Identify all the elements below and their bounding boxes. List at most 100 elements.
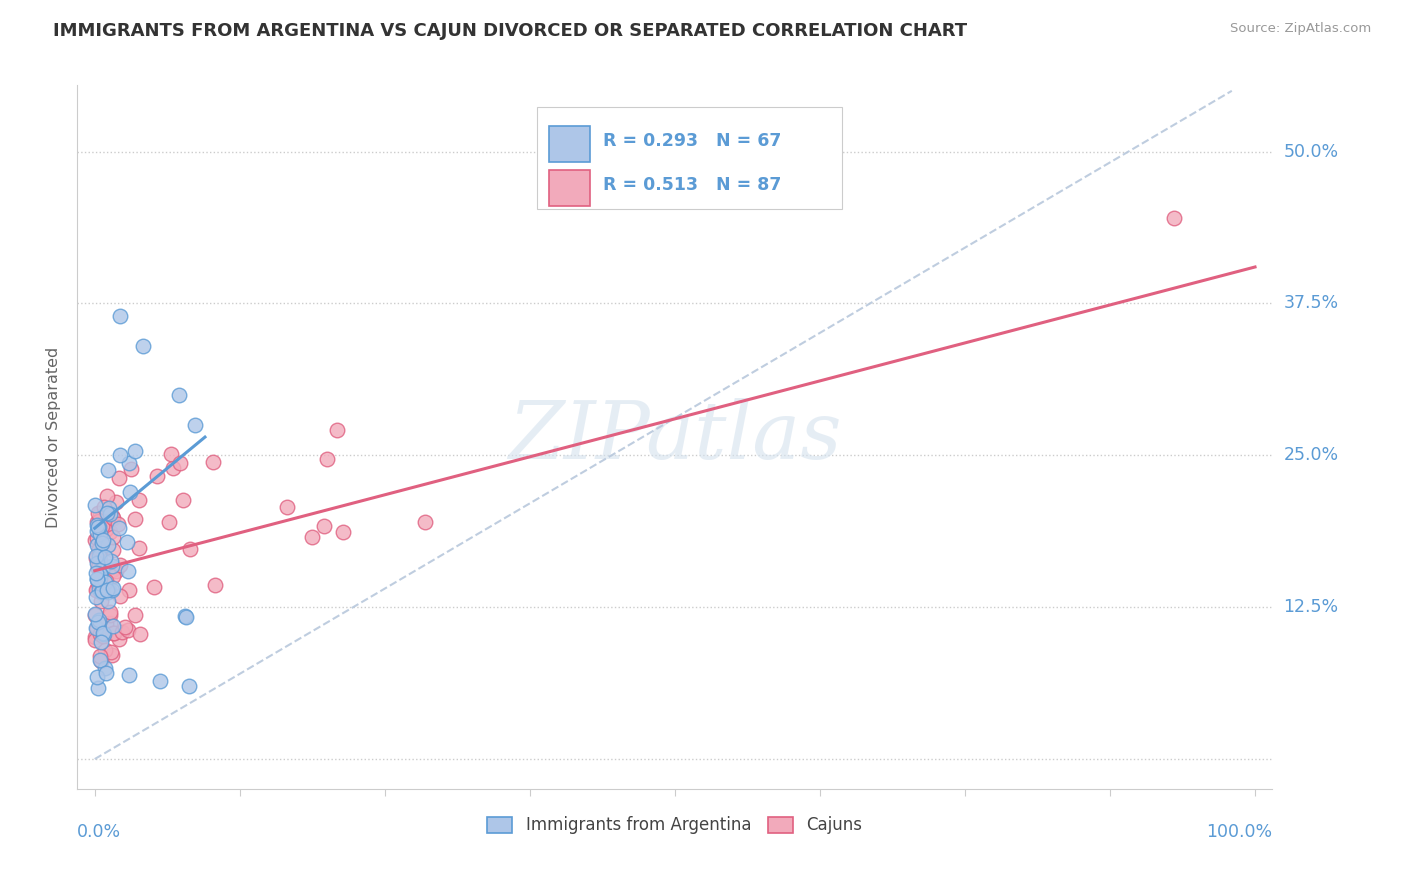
Point	[83, 630, 105, 644]
Point	[124, 512, 146, 526]
Point	[128, 626, 150, 640]
Point	[87, 506, 110, 520]
Point	[111, 624, 134, 639]
Text: Source: ZipAtlas.com: Source: ZipAtlas.com	[1230, 22, 1371, 36]
Point	[94, 643, 117, 657]
Point	[84, 621, 107, 635]
Point	[118, 582, 141, 597]
Point	[86, 572, 108, 586]
Point	[86, 582, 108, 596]
Point	[118, 457, 141, 471]
Point	[108, 558, 131, 572]
Point	[89, 567, 111, 582]
Point	[108, 521, 131, 535]
FancyBboxPatch shape	[550, 126, 591, 162]
Text: R = 0.513   N = 87: R = 0.513 N = 87	[603, 176, 782, 194]
Point	[101, 509, 124, 524]
Point	[1163, 211, 1185, 226]
Point	[86, 615, 108, 629]
Point	[110, 448, 132, 462]
Point	[91, 533, 114, 547]
Point	[202, 455, 225, 469]
Point	[87, 514, 110, 528]
Point	[124, 607, 146, 622]
Point	[97, 594, 120, 608]
Point	[172, 493, 194, 508]
Point	[326, 423, 349, 437]
Point	[93, 627, 115, 641]
Text: ZIPatlas: ZIPatlas	[508, 399, 842, 475]
Point	[101, 619, 124, 633]
Point	[105, 564, 128, 578]
Point	[332, 524, 354, 539]
Point	[142, 581, 165, 595]
Point	[91, 533, 114, 547]
Point	[96, 583, 118, 598]
Point	[94, 522, 117, 536]
Point	[86, 531, 108, 545]
Point	[89, 526, 111, 541]
Point	[87, 542, 110, 557]
Point	[89, 652, 111, 666]
Point	[177, 679, 200, 693]
Point	[94, 666, 117, 681]
Point	[84, 498, 107, 512]
Point	[101, 626, 124, 640]
Point	[101, 581, 124, 595]
Point	[204, 578, 226, 592]
Point	[179, 542, 201, 557]
Point	[86, 551, 108, 566]
Point	[89, 553, 111, 567]
Point	[96, 489, 118, 503]
Point	[84, 549, 107, 563]
Text: IMMIGRANTS FROM ARGENTINA VS CAJUN DIVORCED OR SEPARATED CORRELATION CHART: IMMIGRANTS FROM ARGENTINA VS CAJUN DIVOR…	[53, 22, 967, 40]
Point	[91, 519, 114, 533]
Point	[84, 607, 107, 622]
Point	[86, 621, 108, 635]
Point	[86, 576, 108, 591]
Point	[118, 668, 141, 682]
Point	[173, 609, 195, 624]
Point	[83, 533, 105, 547]
Point	[90, 594, 112, 608]
Point	[117, 565, 139, 579]
Text: 12.5%: 12.5%	[1284, 599, 1339, 616]
Point	[101, 530, 124, 544]
Point	[91, 626, 114, 640]
Point	[114, 620, 136, 634]
FancyBboxPatch shape	[537, 107, 842, 210]
Text: 50.0%: 50.0%	[1284, 143, 1339, 161]
Point	[86, 519, 108, 533]
Point	[90, 516, 112, 531]
Point	[162, 460, 184, 475]
Point	[415, 515, 437, 529]
Point	[98, 501, 121, 516]
Point	[157, 515, 180, 529]
Point	[94, 616, 117, 631]
Point	[128, 493, 150, 508]
Point	[86, 515, 108, 529]
Point	[97, 584, 120, 599]
Point	[107, 632, 129, 647]
Point	[145, 469, 167, 483]
Point	[97, 583, 120, 598]
Point	[101, 563, 124, 577]
Text: 0.0%: 0.0%	[77, 823, 121, 841]
Point	[101, 558, 124, 573]
Point	[117, 623, 139, 637]
Point	[124, 444, 146, 458]
Point	[174, 610, 197, 624]
Point	[96, 506, 118, 520]
Point	[86, 557, 108, 571]
Point	[120, 461, 142, 475]
Point	[90, 519, 112, 533]
Point	[167, 387, 190, 401]
Point	[101, 569, 124, 583]
Point	[86, 670, 108, 684]
Point	[101, 648, 124, 662]
Point	[90, 562, 112, 576]
Point	[103, 626, 125, 640]
Point	[104, 494, 127, 508]
Point	[91, 629, 114, 643]
Point	[87, 557, 110, 571]
